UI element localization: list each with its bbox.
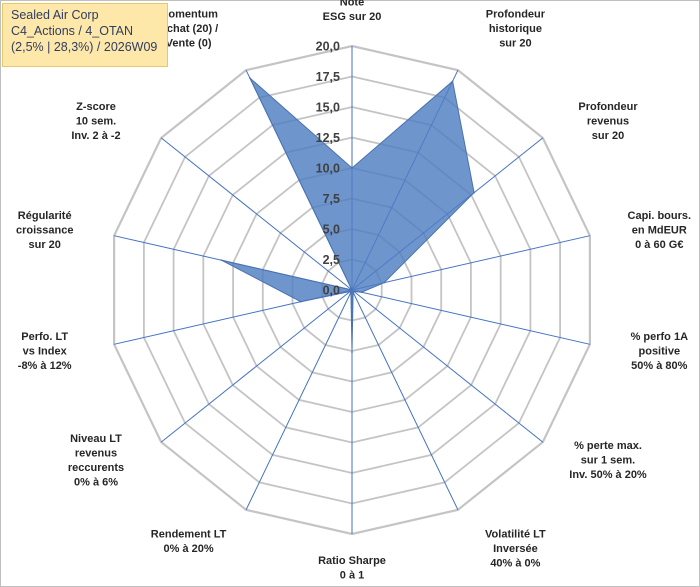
axis-label: Perfo. LT vs Index -8% à 12% bbox=[18, 331, 72, 372]
axis-label-line: Volatilité LT bbox=[485, 529, 546, 541]
portfolio-name: C4_Actions / 4_OTAN bbox=[11, 24, 134, 38]
axis-label-line: Z-score bbox=[76, 101, 116, 113]
axis-spoke bbox=[351, 289, 459, 511]
series-point bbox=[351, 289, 353, 291]
axis-label-line: Profondeur bbox=[486, 8, 546, 20]
tick-label: 0,0 bbox=[323, 284, 340, 298]
axis-label: Rendement LT 0% à 20% bbox=[151, 529, 227, 556]
axis-spoke bbox=[351, 289, 591, 345]
axis-label-line: Ratio Sharpe bbox=[318, 555, 386, 567]
series-point bbox=[220, 259, 222, 261]
axis-label-line: 0 à 60 G€ bbox=[635, 239, 683, 251]
radar-axis-labels: Note ESG sur 20 Profondeur historique sur 20… bbox=[16, 0, 691, 582]
axis-label-line: 0% à 20% bbox=[164, 543, 214, 555]
axis-label-line: -8% à 12% bbox=[18, 360, 72, 372]
tick-label: 7,5 bbox=[323, 192, 340, 206]
axis-label-line: revenus bbox=[75, 447, 117, 459]
axis-label-line: sur 20 bbox=[592, 130, 624, 142]
axis-label-line: % perfo 1A bbox=[631, 331, 689, 343]
axis-label-line: % perte max. bbox=[574, 440, 642, 452]
axis-label: Ratio Sharpe 0 à 1 bbox=[318, 555, 386, 582]
axis-label: Profondeur revenus sur 20 bbox=[578, 101, 638, 142]
axis-label-line: positive bbox=[639, 346, 681, 358]
axis-label-line: 50% à 80% bbox=[631, 360, 687, 372]
axis-label-line: Vente (0) bbox=[166, 37, 212, 49]
axis-spoke bbox=[160, 289, 353, 443]
tick-label: 15,0 bbox=[316, 101, 340, 115]
axis-label-line: croissance bbox=[16, 225, 73, 237]
axis-label-line: historique bbox=[489, 23, 542, 35]
axis-label-line: Profondeur bbox=[578, 101, 638, 113]
axis-spoke bbox=[245, 289, 353, 511]
company-name: Sealed Air Corp bbox=[11, 8, 99, 22]
axis-label-line: Achat (20) / bbox=[159, 23, 218, 35]
axis-label-line: Note bbox=[340, 0, 364, 9]
series-point bbox=[360, 291, 363, 294]
axis-label-line: sur 20 bbox=[499, 37, 531, 49]
radar-series bbox=[220, 77, 475, 354]
series-point bbox=[351, 351, 353, 354]
axis-label: Capi. bours. en MdEUR 0 à 60 G€ bbox=[628, 210, 692, 251]
tick-label: 10,0 bbox=[316, 162, 340, 176]
axis-label: Niveau LT revenus reccurents 0% à 6% bbox=[68, 433, 124, 489]
axis-label: Z-score 10 sem. Inv. 2 à -2 bbox=[71, 101, 120, 142]
chart-title-box: Sealed Air Corp C4_Actions / 4_OTAN (2,5… bbox=[2, 3, 168, 67]
axis-label: Régularité croissance sur 20 bbox=[16, 210, 73, 251]
axis-label-line: ESG sur 20 bbox=[323, 11, 382, 23]
axis-label-line: Inv. 2 à -2 bbox=[71, 130, 120, 142]
axis-spoke bbox=[351, 289, 544, 443]
axis-label-line: en MdEUR bbox=[632, 225, 687, 237]
axis-label-line: Inversée bbox=[493, 543, 538, 555]
weights-week: (2,5% | 28,3%) / 2026W09 bbox=[11, 40, 158, 54]
axis-label: % perfo 1A positive 50% à 80% bbox=[631, 331, 689, 372]
radar-tick-labels: 0,0 2,5 5,0 7,5 10,0 12,5 15,0 17,5 20,0 bbox=[316, 40, 340, 298]
axis-label: Note ESG sur 20 bbox=[323, 0, 382, 23]
axis-label-line: Capi. bours. bbox=[628, 210, 692, 222]
axis-label-line: revenus bbox=[587, 115, 629, 127]
series-point bbox=[473, 191, 475, 194]
axis-spoke bbox=[160, 137, 353, 291]
axis-label-line: Régularité bbox=[18, 210, 72, 222]
tick-label: 5,0 bbox=[323, 223, 340, 237]
axis-label-line: 0 à 1 bbox=[340, 570, 364, 582]
axis-label: Volatilité LT Inversée 40% à 0% bbox=[485, 529, 546, 570]
series-point bbox=[352, 291, 354, 294]
axis-label-line: 10 sem. bbox=[76, 115, 116, 127]
axis-label-line: Perfo. LT bbox=[21, 331, 68, 343]
series-point bbox=[383, 281, 385, 284]
axis-label-line: Rendement LT bbox=[151, 529, 227, 541]
axis-label-line: vs Index bbox=[23, 346, 68, 358]
axis-label-line: Momentum bbox=[159, 8, 218, 20]
axis-label-line: Niveau LT bbox=[70, 433, 122, 445]
axis-label-line: 40% à 0% bbox=[490, 558, 540, 570]
axis-label-line: sur 1 sem. bbox=[581, 455, 635, 467]
axis-label: Momentum Achat (20) / Vente (0) bbox=[159, 8, 218, 49]
tick-label: 12,5 bbox=[316, 131, 340, 145]
series-point bbox=[451, 80, 454, 82]
series-point bbox=[349, 290, 351, 293]
axis-spoke bbox=[351, 235, 591, 291]
axis-label: Profondeur historique sur 20 bbox=[486, 8, 546, 49]
axis-label-line: reccurents bbox=[68, 462, 124, 474]
series-point bbox=[300, 300, 302, 303]
axis-label-line: sur 20 bbox=[28, 239, 60, 251]
axis-label-line: Inv. 50% à 20% bbox=[569, 469, 647, 481]
axis-label-line: 0% à 6% bbox=[74, 476, 118, 488]
series-point bbox=[351, 167, 353, 169]
axis-label: % perte max. sur 1 sem. Inv. 50% à 20% bbox=[569, 440, 647, 481]
tick-label: 2,5 bbox=[323, 253, 340, 267]
tick-label: 17,5 bbox=[316, 70, 340, 84]
series-point bbox=[249, 77, 251, 79]
tick-label: 20,0 bbox=[316, 40, 340, 54]
